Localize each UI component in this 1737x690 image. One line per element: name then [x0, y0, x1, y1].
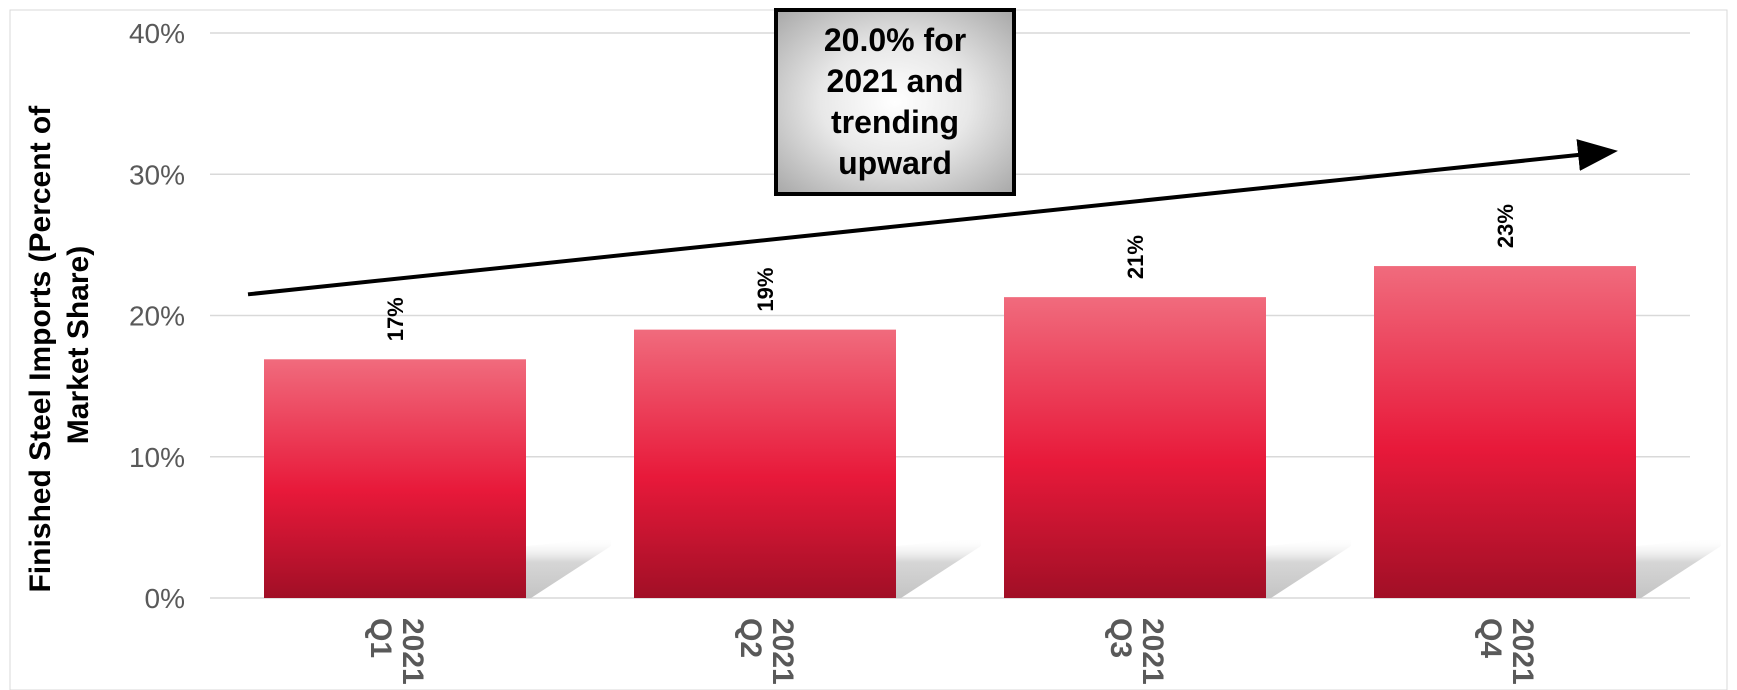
bar-shadow	[1266, 538, 1351, 598]
x-tick-label: 2021Q1	[364, 618, 429, 685]
y-axis-ticks: 0% 10% 20% 30% 40%	[129, 18, 185, 614]
bar	[264, 359, 526, 598]
trend-callout-text: 20.0% for 2021 and trending upward	[823, 22, 967, 181]
bar-shadow	[1636, 538, 1721, 598]
x-tick-label: 2021Q2	[734, 618, 799, 685]
x-tick-label: 2021Q4	[1474, 618, 1539, 685]
y-axis-label-line-1: Finished Steel Imports (Percent of	[24, 105, 57, 593]
data-labels: 17% 19% 21% 23%	[383, 204, 1518, 341]
x-tick-label-line: 2021	[396, 618, 429, 685]
y-tick-label: 0%	[145, 583, 185, 614]
x-tick-label-line: Q1	[364, 618, 397, 658]
data-label: 19%	[753, 268, 778, 312]
data-label: 17%	[383, 297, 408, 341]
y-axis-label: Finished Steel Imports (Percent of Marke…	[24, 97, 95, 592]
bar	[1004, 297, 1266, 598]
bars	[264, 266, 1636, 598]
data-label: 23%	[1493, 204, 1518, 248]
data-label: 21%	[1123, 235, 1148, 279]
x-tick-label-line: Q3	[1104, 618, 1137, 658]
x-tick-label-line: 2021	[1136, 618, 1169, 685]
bar-shadow	[896, 538, 981, 598]
x-tick-label-line: 2021	[766, 618, 799, 685]
bar	[634, 329, 896, 598]
bar	[1374, 266, 1636, 598]
bar-shadows	[526, 538, 1721, 598]
y-tick-label: 30%	[129, 159, 185, 190]
x-tick-label-line: Q2	[734, 618, 767, 658]
y-tick-label: 40%	[129, 18, 185, 49]
trend-arrow	[247, 139, 1618, 297]
x-tick-label-line: 2021	[1506, 618, 1539, 685]
trend-callout-box: 20.0% for 2021 and trending upward	[774, 8, 1016, 196]
bar-shadow	[526, 538, 611, 598]
x-tick-label-line: Q4	[1474, 618, 1507, 658]
y-tick-label: 10%	[129, 442, 185, 473]
y-tick-label: 20%	[129, 301, 185, 332]
x-axis-ticks: 2021Q1 2021Q2 2021Q3 2021Q4	[364, 618, 1539, 685]
x-tick-label: 2021Q3	[1104, 618, 1169, 685]
y-axis-label-line-2: Market Share)	[62, 246, 95, 444]
